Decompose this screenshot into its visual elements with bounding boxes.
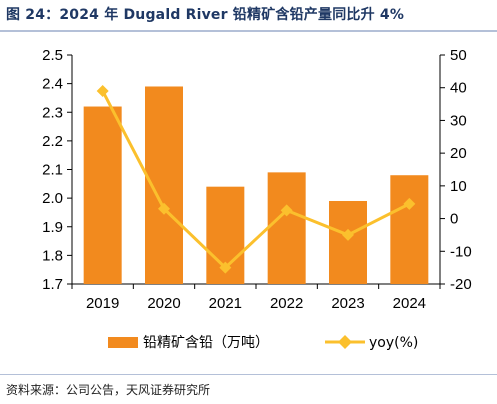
chart-title: 图 24：2024 年 Dugald River 铅精矿含铅产量同比升 4%: [6, 7, 405, 23]
y-tick-label-right: 50: [450, 47, 467, 64]
y-tick-label-right: 40: [450, 80, 467, 97]
y-tick-label-right: 30: [450, 112, 467, 129]
legend-line-label: yoy(%): [369, 335, 418, 351]
y-tick-label-left: 2.5: [42, 47, 63, 64]
y-tick-label-right: 20: [450, 145, 467, 162]
y-tick-label-right: -10: [450, 243, 472, 260]
bar-lead-output: [267, 172, 306, 284]
y-tick-label-left: 1.7: [42, 276, 63, 293]
legend-line-marker: [338, 335, 352, 349]
y-tick-label-left: 2.1: [42, 162, 63, 179]
y-tick-label-left: 1.8: [42, 247, 63, 264]
y-tick-label-left: 1.9: [42, 219, 63, 236]
title-divider: [0, 30, 497, 32]
yoy-marker: [342, 228, 354, 241]
x-tick-label: 2019: [86, 295, 119, 312]
yoy-marker: [280, 204, 293, 217]
x-tick-label: 2021: [209, 295, 242, 312]
y-tick-label-left: 2.4: [42, 76, 63, 93]
bar-lead-output: [83, 106, 122, 285]
x-tick-label: 2022: [270, 295, 303, 312]
legend-bar-label: 铅精矿含铅（万吨）: [143, 335, 269, 351]
x-tick-label: 2023: [331, 295, 364, 312]
yoy-marker: [403, 197, 416, 210]
y-tick-label-left: 2.3: [42, 104, 63, 121]
x-tick-label: 2024: [393, 295, 426, 312]
x-tick-label: 2020: [147, 295, 180, 312]
yoy-marker: [96, 84, 109, 97]
bar-lead-output: [390, 175, 429, 284]
bar-lead-output: [329, 200, 367, 284]
yoy-marker: [219, 261, 232, 274]
source-divider: [0, 374, 497, 375]
source-note: 资料来源：公司公告，天风证券研究所: [6, 383, 211, 397]
y-tick-label-right: 0: [450, 211, 458, 228]
y-tick-label-right: 10: [450, 178, 467, 195]
legend-bar-swatch: [108, 337, 138, 348]
yoy-marker: [158, 202, 170, 215]
y-tick-label-right: -20: [450, 276, 472, 293]
y-tick-label-left: 2.0: [42, 190, 63, 207]
y-tick-label-left: 2.2: [42, 133, 63, 150]
yoy-line: [101, 90, 411, 270]
